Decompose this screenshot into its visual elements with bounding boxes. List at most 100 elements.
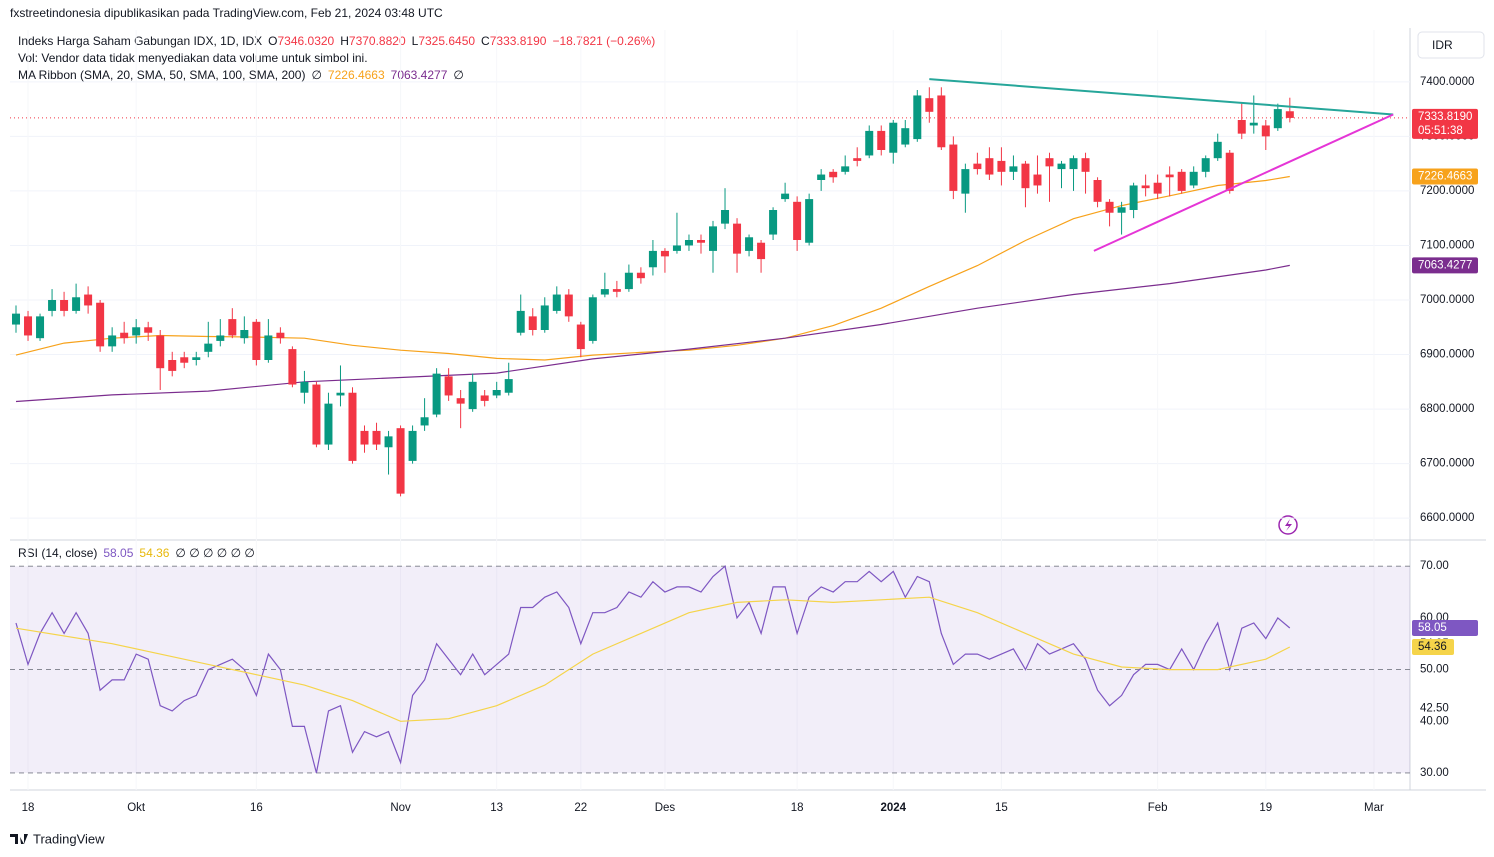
candle-body	[745, 237, 754, 251]
legend-ohlc-value: 7333.8190	[490, 34, 547, 48]
candle-body	[180, 357, 189, 363]
candle-body	[348, 392, 357, 461]
candle-body	[156, 335, 165, 369]
candle-body	[949, 144, 958, 191]
ma-value-label-box	[1412, 168, 1478, 185]
last-price-box	[1412, 108, 1478, 139]
candle-body	[480, 395, 489, 401]
candle-body	[204, 343, 213, 352]
y-tick-label: 7100.0000	[1420, 239, 1474, 251]
candle-body	[1033, 174, 1042, 186]
candle-body	[132, 327, 141, 336]
rsi-line	[15, 565, 1291, 774]
legend-ma: MA Ribbon (SMA, 20, SMA, 50, SMA, 100, S…	[18, 68, 464, 82]
candle-body	[733, 223, 742, 254]
rsi-ma-value-label: 54.36	[1418, 641, 1447, 653]
candle-body	[805, 199, 814, 243]
candle-body	[228, 319, 237, 336]
candle-body	[432, 373, 441, 415]
candle-body	[564, 294, 573, 317]
candle-body	[901, 128, 910, 145]
candle-body	[1249, 122, 1258, 126]
legend-ohlc-value: 7325.6450	[418, 34, 475, 48]
trendline	[1093, 113, 1394, 252]
candle-body	[841, 166, 850, 172]
candle-body	[576, 324, 585, 350]
candle-body	[468, 381, 477, 410]
candle-body	[540, 305, 549, 330]
legend-ma-value: 7226.4663	[328, 68, 385, 82]
legend-rsi-value: 58.05	[103, 546, 133, 560]
rsi-axis-label: 42.50	[1420, 702, 1449, 714]
candle-body	[781, 193, 790, 200]
legend-ohlc-value: 7370.8820	[349, 34, 406, 48]
candle-body	[865, 130, 874, 156]
candle-body	[648, 250, 657, 268]
alert-bolt[interactable]	[1285, 519, 1292, 531]
candle-body	[721, 210, 730, 224]
legend-rsi-value: ∅ ∅ ∅ ∅ ∅ ∅	[175, 546, 254, 560]
x-tick-label: Des	[655, 802, 676, 814]
candle-body	[817, 174, 826, 180]
rsi-tick-label: 30.00	[1420, 767, 1449, 779]
candle-body	[1201, 158, 1210, 172]
candle-body	[1213, 141, 1222, 159]
candle-body	[973, 163, 982, 170]
candle-body	[1177, 171, 1186, 191]
legend-rsi-value: 54.36	[139, 546, 169, 560]
y-tick-label: 6700.0000	[1420, 458, 1474, 470]
rsi-tick-label: 40.00	[1420, 715, 1449, 727]
candle-body	[288, 349, 297, 385]
candle-body	[636, 272, 645, 279]
rsi-tick-label: 50.00	[1420, 664, 1449, 676]
x-tick-label: 2024	[880, 802, 906, 814]
legend-ma-value: ∅	[453, 68, 463, 82]
candle-body	[252, 321, 261, 360]
y-tick-label: 7200.0000	[1420, 185, 1474, 197]
alert-icon[interactable]	[1278, 515, 1298, 535]
candle-body	[120, 332, 129, 339]
candle-body	[1141, 185, 1150, 189]
legend-change: −18.7821 (−0.26%)	[552, 34, 655, 48]
candle-body	[408, 430, 417, 461]
candle-body	[769, 210, 778, 235]
ma-value-label-box	[1412, 257, 1478, 274]
legend-ohlc-label: H	[340, 34, 349, 48]
candle-body	[1273, 109, 1282, 129]
candle-body	[612, 289, 621, 292]
brand: TradingView	[10, 831, 105, 846]
candle-body	[96, 302, 105, 347]
candle-body	[300, 381, 309, 393]
candle-body	[1225, 152, 1234, 191]
currency-button[interactable]	[1417, 31, 1485, 59]
candle-body	[1021, 163, 1030, 189]
candle-body	[552, 294, 561, 311]
candle-body	[696, 240, 705, 243]
candle-body	[624, 272, 633, 290]
candle-body	[1057, 163, 1066, 170]
candle-body	[600, 289, 609, 295]
x-tick-label: Nov	[390, 802, 411, 814]
candle-body	[48, 300, 57, 311]
legend-ohlc-label: O	[268, 34, 277, 48]
rsi-value-label: 58.05	[1418, 622, 1447, 634]
x-tick-label: 18	[791, 802, 804, 814]
legend-rsi: RSI (14, close) 58.05 54.36 ∅ ∅ ∅ ∅ ∅ ∅	[18, 546, 255, 560]
y-tick-label: 7000.0000	[1420, 294, 1474, 306]
candle-body	[1285, 111, 1294, 118]
legend-ohlc-value: 7346.0320	[277, 34, 334, 48]
x-tick-label: 22	[574, 802, 587, 814]
candle-body	[1045, 158, 1054, 167]
candle-body	[60, 300, 69, 311]
candle-body	[456, 398, 465, 404]
candle-body	[108, 335, 117, 347]
candle-body	[1261, 125, 1270, 137]
legend-ohlc-label: L	[412, 34, 419, 48]
candle-body	[1105, 201, 1114, 213]
legend-ma-name: MA Ribbon (SMA, 20, SMA, 50, SMA, 100, S…	[18, 68, 305, 82]
candle-body	[144, 327, 153, 333]
x-tick-label: 13	[490, 802, 503, 814]
candle-body	[1237, 120, 1246, 134]
candle-body	[1069, 158, 1078, 170]
